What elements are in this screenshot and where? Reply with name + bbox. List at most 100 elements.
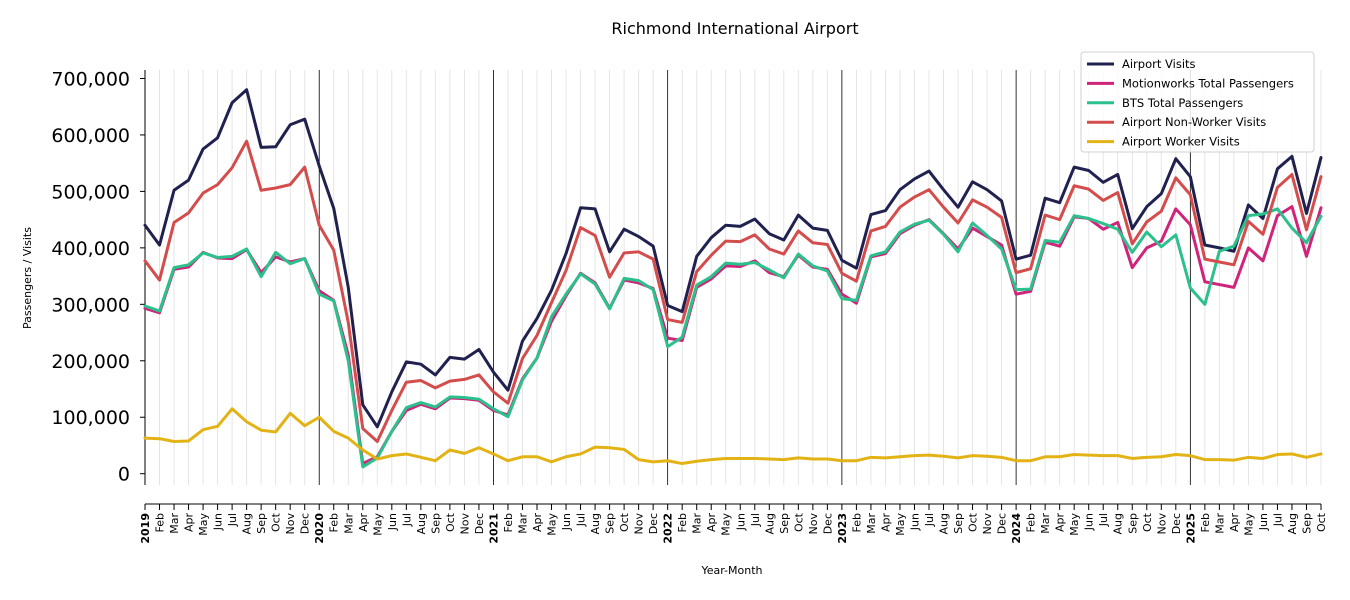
- x-axis-label: Year-Month: [700, 564, 762, 577]
- legend: Airport Visits Motionworks Total Passenge…: [1080, 51, 1315, 153]
- x-tick-label: May: [720, 513, 733, 536]
- x-tick-label: Oct: [967, 512, 980, 532]
- x-tick-label: Jun: [908, 513, 921, 531]
- x-tick-label: Apr: [531, 513, 544, 533]
- x-tick-label: Feb: [850, 513, 863, 532]
- y-tick-label: 600,000: [51, 125, 130, 147]
- x-tick-label: Dec: [473, 513, 486, 534]
- x-tick-label: 2021: [487, 513, 500, 544]
- x-tick-label: Nov: [807, 513, 820, 535]
- x-tick-label: Apr: [879, 513, 892, 533]
- x-tick-label: Jul: [749, 513, 762, 527]
- x-tick-label: Aug: [589, 513, 602, 534]
- x-tick-label: Nov: [633, 513, 646, 535]
- x-tick-label: Oct: [618, 512, 631, 532]
- x-tick-label: May: [1068, 513, 1081, 536]
- x-tick-label: Jun: [560, 513, 573, 531]
- series-line: [143, 139, 1323, 444]
- y-axis-label: Passengers / Visits: [21, 227, 34, 329]
- x-tick-label: Apr: [1054, 513, 1067, 533]
- x-tick-label: Mar: [516, 513, 529, 534]
- x-tick-label: Jul: [923, 513, 936, 527]
- x-tick-label: Apr: [183, 513, 196, 533]
- x-tick-label: Sep: [1126, 513, 1139, 534]
- x-tick-label: Feb: [1199, 513, 1212, 532]
- legend-label: Airport Non-Worker Visits: [1122, 115, 1266, 129]
- x-tick-label: Apr: [357, 513, 370, 533]
- x-tick-label: Mar: [1039, 513, 1052, 534]
- x-tick-label: 2020: [313, 513, 326, 544]
- y-tick-label: 700,000: [51, 68, 130, 90]
- x-tick-label: Aug: [1112, 513, 1125, 534]
- x-tick-label: Mar: [1213, 513, 1226, 534]
- x-tick-label: 2022: [662, 513, 675, 544]
- x-tick-label: Apr: [1228, 513, 1241, 533]
- x-tick-label: May: [197, 513, 210, 536]
- legend-label: Motionworks Total Passengers: [1122, 76, 1294, 90]
- x-tick-label: May: [546, 513, 559, 536]
- x-tick-label: Dec: [647, 513, 660, 534]
- x-tick-label: Feb: [154, 513, 167, 532]
- x-tick-label: Aug: [415, 513, 428, 534]
- x-tick-label: Jun: [386, 513, 399, 531]
- x-tick-label: Jul: [1271, 513, 1284, 527]
- x-tick-label: Jul: [575, 513, 588, 527]
- x-tick-label: Aug: [241, 513, 254, 534]
- x-tick-label: Oct: [1315, 512, 1328, 532]
- x-tick-label: Jun: [1083, 513, 1096, 531]
- legend-label: Airport Worker Visits: [1122, 135, 1240, 149]
- x-tick-label: Feb: [328, 513, 341, 532]
- y-tick-label: 400,000: [51, 238, 130, 260]
- x-tick-label: Nov: [458, 513, 471, 535]
- y-tick-label: 300,000: [51, 294, 130, 316]
- legend-label: Airport Visits: [1122, 57, 1196, 71]
- x-tick-label: Sep: [429, 513, 442, 534]
- x-tick-label: Dec: [1170, 513, 1183, 534]
- x-tick-label: Sep: [604, 513, 617, 534]
- axes: 2019 Feb Mar Apr May Jun Jul Aug Sep Oct Nov Dec 202…: [51, 68, 1328, 543]
- x-tick-label: Mar: [865, 513, 878, 534]
- series-line: [143, 207, 1323, 469]
- x-tick-label: 2025: [1184, 513, 1197, 544]
- x-tick-label: Feb: [502, 513, 515, 532]
- series-lines: [143, 88, 1323, 469]
- x-tick-label: 2024: [1010, 513, 1023, 544]
- x-tick-label: 2019: [139, 513, 152, 544]
- x-tick-label: Nov: [1155, 513, 1168, 535]
- x-tick-label: Aug: [763, 513, 776, 534]
- x-tick-label: Dec: [996, 513, 1009, 534]
- x-tick-label: Jul: [226, 513, 239, 527]
- x-tick-label: May: [894, 513, 907, 536]
- x-tick-label: Oct: [792, 512, 805, 532]
- y-tick-label: 200,000: [51, 351, 130, 373]
- y-tick-label: 500,000: [51, 181, 130, 203]
- x-tick-label: Jun: [1257, 513, 1270, 531]
- chart-title: Richmond International Airport: [611, 19, 858, 38]
- x-tick-label: Feb: [1025, 513, 1038, 532]
- x-tick-label: Sep: [778, 513, 791, 534]
- x-tick-label: 2023: [836, 513, 849, 544]
- x-tick-label: Mar: [168, 513, 181, 534]
- x-tick-label: Apr: [705, 513, 718, 533]
- x-tick-label: Aug: [1286, 513, 1299, 534]
- x-tick-label: May: [371, 513, 384, 536]
- x-tick-label: Oct: [1141, 512, 1154, 532]
- legend-frame: [1080, 51, 1315, 153]
- series-line: [143, 205, 1323, 466]
- x-tick-label: Sep: [952, 513, 965, 534]
- x-tick-label: Nov: [284, 513, 297, 535]
- series-line: [143, 88, 1323, 429]
- x-tick-label: Mar: [691, 513, 704, 534]
- x-tick-label: Mar: [342, 513, 355, 534]
- x-tick-label: Oct: [270, 512, 283, 532]
- x-tick-label: Sep: [1300, 513, 1313, 534]
- series-line: [143, 407, 1323, 466]
- x-tick-label: Dec: [299, 513, 312, 534]
- x-tick-label: Dec: [821, 513, 834, 534]
- x-tick-label: Jun: [734, 513, 747, 531]
- x-tick-label: Jul: [1097, 513, 1110, 527]
- y-tick-label: 0: [118, 464, 130, 486]
- x-tick-label: Jun: [212, 513, 225, 531]
- y-tick-label: 100,000: [51, 407, 130, 429]
